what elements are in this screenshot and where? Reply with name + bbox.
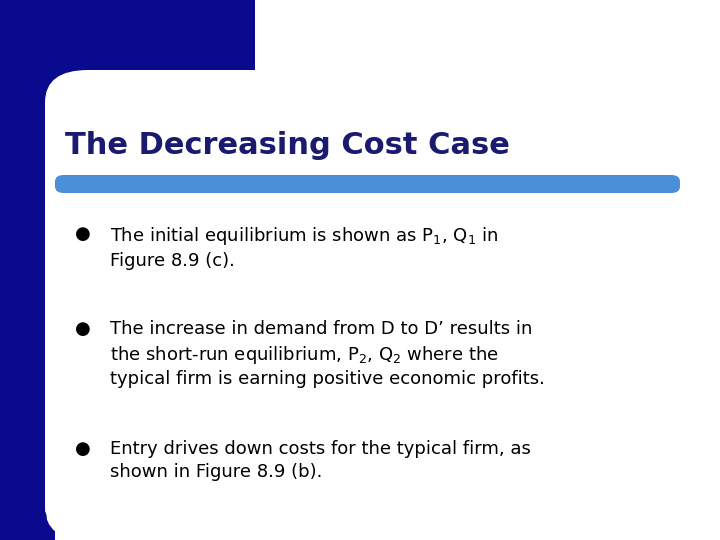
Text: ●: ● [75, 440, 91, 458]
Text: The Decreasing Cost Case: The Decreasing Cost Case [65, 131, 510, 160]
Text: The initial equilibrium is shown as P$_1$, Q$_1$ in
Figure 8.9 (c).: The initial equilibrium is shown as P$_1… [110, 225, 498, 270]
Text: The increase in demand from D to D’ results in
the short-run equilibrium, P$_2$,: The increase in demand from D to D’ resu… [110, 320, 545, 388]
Text: 79: 79 [20, 510, 49, 530]
Text: Entry drives down costs for the typical firm, as
shown in Figure 8.9 (b).: Entry drives down costs for the typical … [110, 440, 531, 481]
Text: ●: ● [75, 320, 91, 338]
Text: ●: ● [75, 225, 91, 243]
